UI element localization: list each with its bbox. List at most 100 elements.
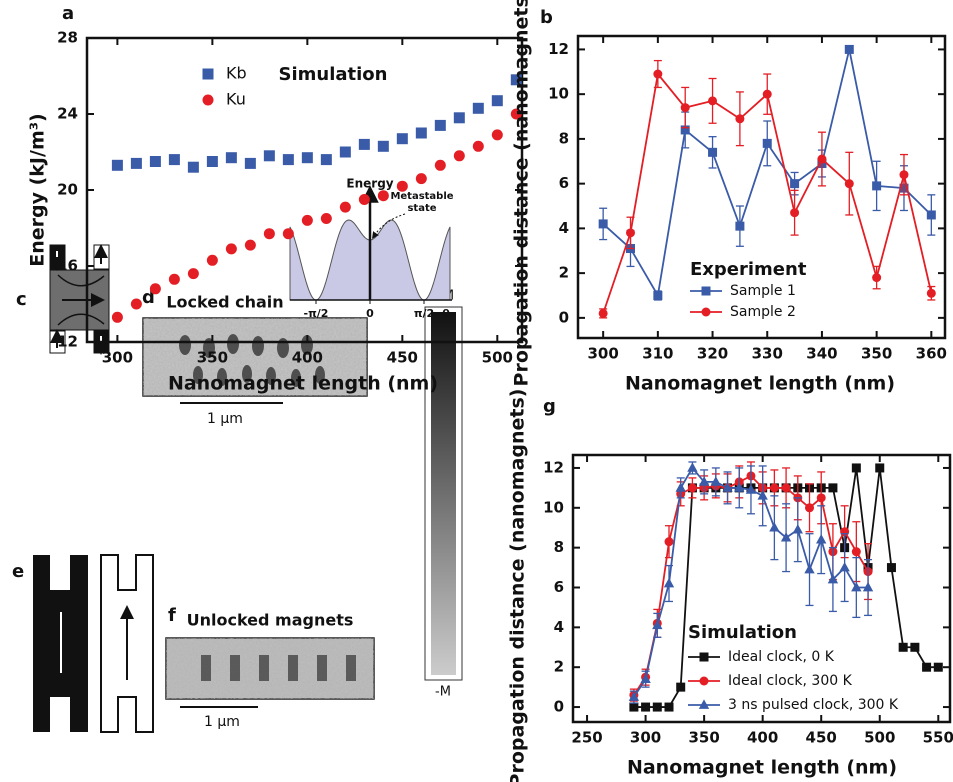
marker [339,201,351,213]
marker [491,95,503,107]
marker [628,691,640,701]
marker [680,103,690,113]
marker [734,482,745,492]
y-tick-label: 8 [559,129,569,147]
marker [839,561,850,572]
marker [149,156,161,167]
marker [851,581,862,592]
marker [762,138,772,148]
panel-label: b [540,7,553,28]
y-axis-label: Propagation distance (nanomagnets) [511,0,533,386]
legend-label: Ku [226,90,246,109]
scale-label: 1 µm [207,411,243,427]
marker [792,524,803,534]
x-tick-label: 400 [292,349,323,367]
marker [358,194,370,205]
marker [698,476,710,486]
inset-tick-label: 0 [366,307,374,320]
y-tick-label: 20 [57,181,78,199]
mfm-noise [166,638,374,699]
y-tick-label: 0 [554,698,564,716]
marker [698,699,710,709]
y-tick-label: 0 [559,308,569,326]
y-tick-label: 12 [543,458,564,476]
marker [790,179,800,189]
x-tick-label: 550 [923,729,953,747]
x-tick-label: 310 [642,345,673,363]
marker [926,210,936,220]
x-tick-label: 300 [588,345,619,363]
marker [168,154,180,166]
marker [415,127,427,139]
marker [187,161,199,173]
x-tick-label: 350 [688,729,719,747]
panel-f: f Unlocked magnets 1 µm [165,605,375,730]
marker [510,108,522,120]
x-tick-label: 340 [806,345,837,363]
marker [453,150,465,162]
x-tick-label: 500 [864,729,895,747]
marker [640,673,651,683]
marker [244,157,256,169]
legend-label: Sample 1 [730,283,796,299]
marker [816,493,826,503]
marker [680,125,690,135]
annotation: Simulation [279,64,388,85]
marker [851,547,861,557]
y-tick-label: 4 [554,618,564,636]
marker [130,157,142,169]
colorbar-bottom: -M [435,685,451,700]
marker [626,228,636,238]
marker [875,463,885,473]
x-tick-label: 350 [197,349,228,367]
marker [926,288,936,298]
y-axis-label: Energy (kJ/m³) [27,113,49,267]
legend-label: 3 ns pulsed clock, 300 K [728,697,899,713]
panel-title: Unlocked magnets [187,611,354,630]
marker [872,273,882,283]
marker [735,114,745,124]
y-tick-label: 16 [57,257,78,275]
marker [862,581,874,592]
marker [282,154,294,166]
marker [722,482,733,492]
marker [282,228,294,240]
marker [206,254,218,266]
flux-line [57,313,105,326]
inset-annotation: state [407,203,436,214]
marker [804,563,815,574]
y-tick-label: 2 [554,658,564,676]
marker [769,522,780,532]
marker [377,140,389,152]
magnet-contrast [201,655,356,681]
marker [664,702,674,712]
mfm-noise [143,318,367,396]
marker [701,286,711,296]
marker [790,208,800,218]
marker [851,463,861,473]
marker [187,268,199,280]
marker [675,482,686,492]
marker [663,577,675,588]
marker [780,532,792,542]
flux-line [57,274,105,287]
scale-label: 1 µm [204,714,240,730]
marker [817,154,827,164]
y-tick-label: 28 [57,29,78,47]
marker [491,129,503,141]
marker [710,476,722,486]
legend-label: Sample 2 [730,304,796,320]
x-tick-label: 300 [102,349,133,367]
marker [653,69,663,79]
marker [708,96,718,106]
marker [827,573,839,584]
legend-title: Experiment [690,259,807,280]
marker [652,702,662,712]
marker [301,214,313,226]
marker [149,283,161,295]
y-tick-label: 24 [57,105,78,123]
marker [828,483,838,493]
y-tick-label: 12 [57,333,78,351]
marker [434,119,446,131]
colorbar: +M -M [424,289,463,700]
